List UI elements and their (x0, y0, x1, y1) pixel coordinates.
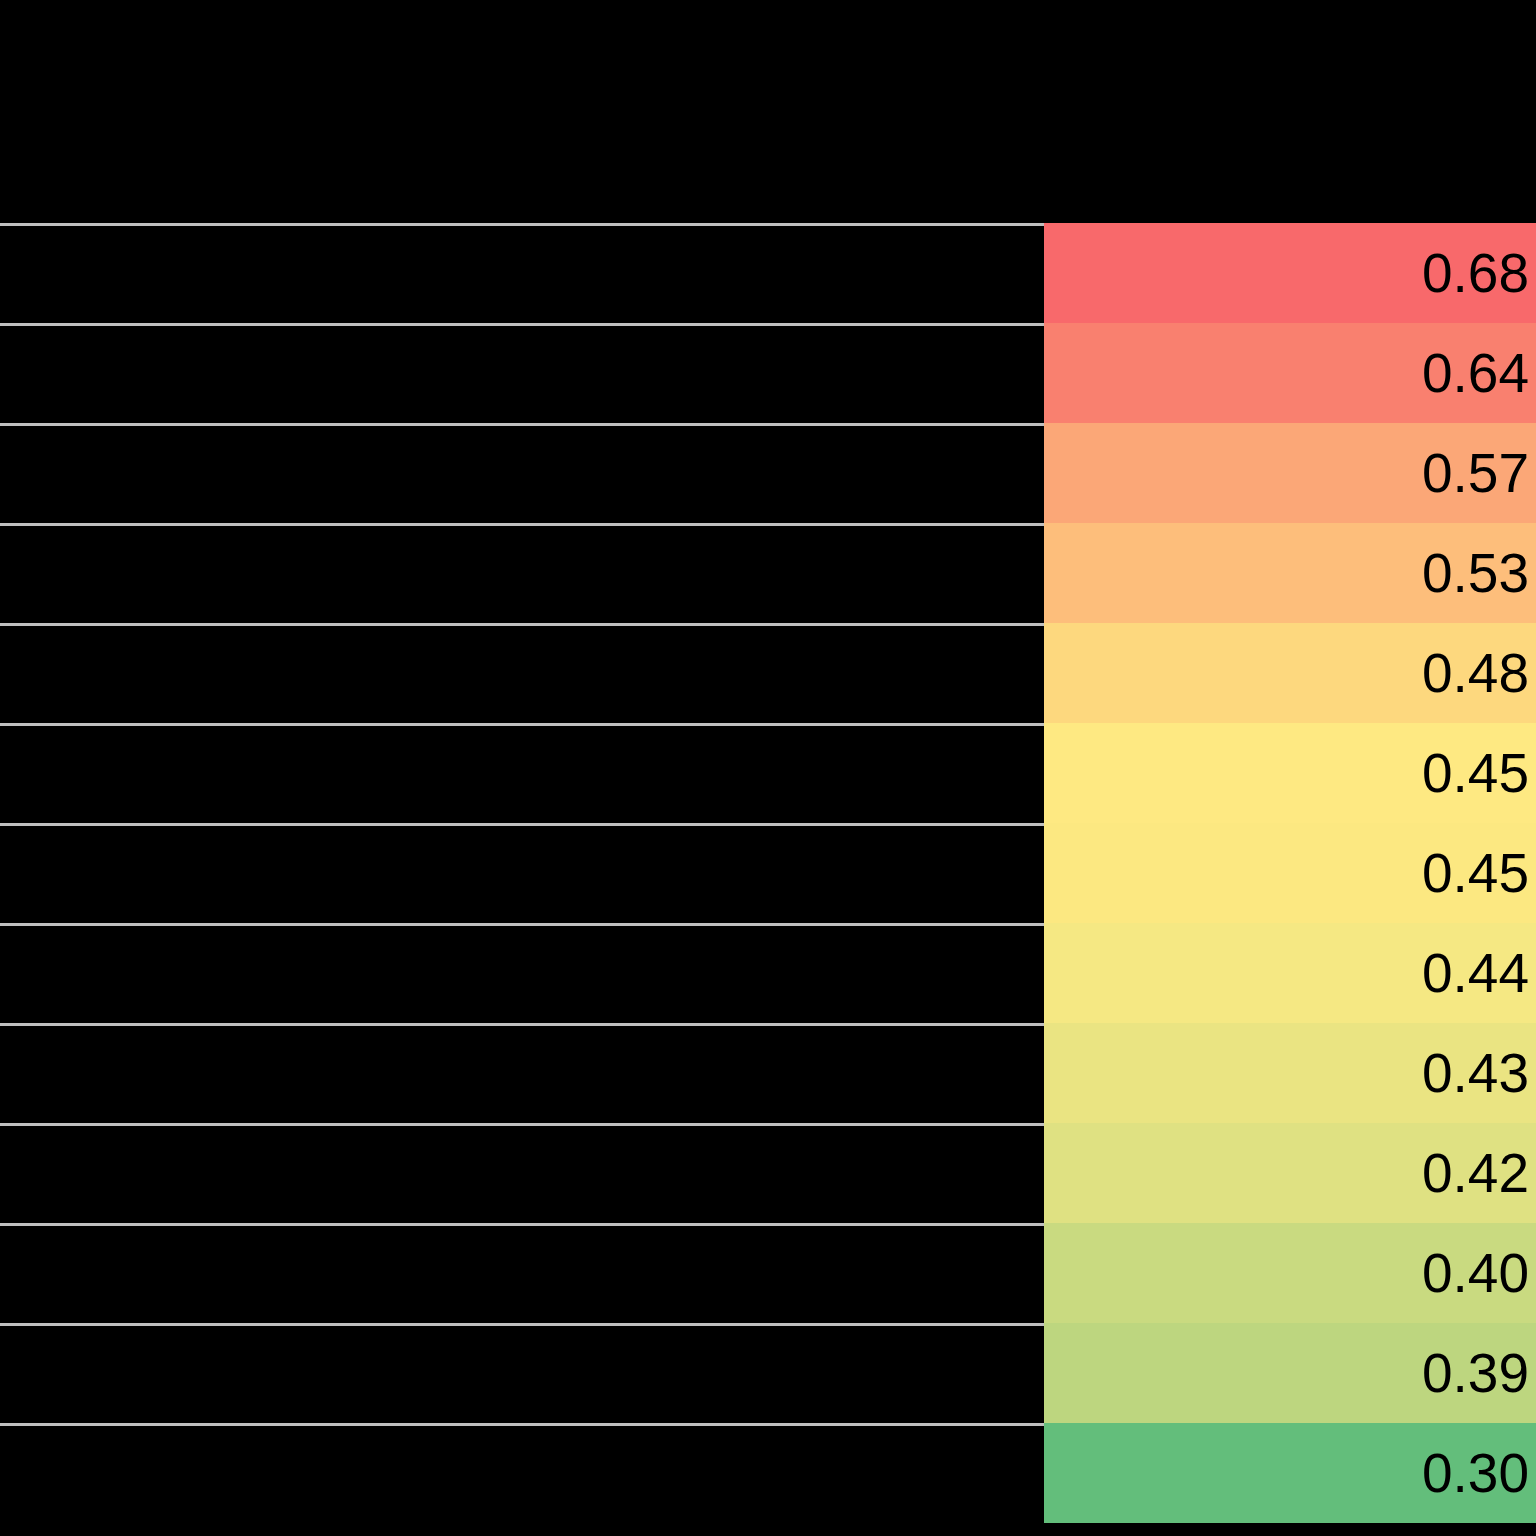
row-label-cell (0, 923, 1044, 1023)
score-value: 0.44 (1422, 946, 1529, 1001)
score-cell: 0.68 (1044, 223, 1536, 323)
score-cell: 0.45 (1044, 723, 1536, 823)
score-cell: 0.40 (1044, 1223, 1536, 1323)
score-value: 0.64 (1422, 346, 1529, 401)
score-cell: 0.30 (1044, 1423, 1536, 1523)
table-row: 0.45 (0, 723, 1536, 823)
row-label-cell (0, 323, 1044, 423)
table-row: 0.40 (0, 1223, 1536, 1323)
score-value: 0.45 (1422, 846, 1529, 901)
score-value: 0.42 (1422, 1146, 1529, 1201)
score-cell: 0.57 (1044, 423, 1536, 523)
score-cell: 0.64 (1044, 323, 1536, 423)
score-cell: 0.44 (1044, 923, 1536, 1023)
table-row: 0.45 (0, 823, 1536, 923)
score-cell: 0.42 (1044, 1123, 1536, 1223)
row-label-cell (0, 423, 1044, 523)
table-row: 0.48 (0, 623, 1536, 723)
row-label-cell (0, 1123, 1044, 1223)
score-value: 0.48 (1422, 646, 1529, 701)
score-value: 0.45 (1422, 746, 1529, 801)
table-row: 0.43 (0, 1023, 1536, 1123)
row-label-cell (0, 623, 1044, 723)
score-cell: 0.53 (1044, 523, 1536, 623)
table-row: 0.53 (0, 523, 1536, 623)
table-row: 0.57 (0, 423, 1536, 523)
conditional-format-table: 0.68 0.64 0.57 0.53 0.48 (0, 223, 1536, 1523)
score-cell: 0.43 (1044, 1023, 1536, 1123)
table-row: 0.44 (0, 923, 1536, 1023)
table-row: 0.42 (0, 1123, 1536, 1223)
slide-canvas: 0.68 0.64 0.57 0.53 0.48 (0, 0, 1536, 1536)
table-row: 0.68 (0, 223, 1536, 323)
table-row: 0.39 (0, 1323, 1536, 1423)
row-label-cell (0, 1223, 1044, 1323)
row-label-cell (0, 1323, 1044, 1423)
row-label-cell (0, 223, 1044, 323)
score-value: 0.39 (1422, 1346, 1529, 1401)
score-value: 0.57 (1422, 446, 1529, 501)
score-value: 0.43 (1422, 1046, 1529, 1101)
row-label-cell (0, 823, 1044, 923)
row-label-cell (0, 1423, 1044, 1523)
score-value: 0.68 (1422, 246, 1529, 301)
row-label-cell (0, 1023, 1044, 1123)
table-row: 0.30 (0, 1423, 1536, 1523)
score-value: 0.30 (1422, 1446, 1529, 1501)
table-row: 0.64 (0, 323, 1536, 423)
score-cell: 0.48 (1044, 623, 1536, 723)
score-cell: 0.45 (1044, 823, 1536, 923)
score-cell: 0.39 (1044, 1323, 1536, 1423)
score-value: 0.53 (1422, 546, 1529, 601)
row-label-cell (0, 723, 1044, 823)
score-value: 0.40 (1422, 1246, 1529, 1301)
row-label-cell (0, 523, 1044, 623)
